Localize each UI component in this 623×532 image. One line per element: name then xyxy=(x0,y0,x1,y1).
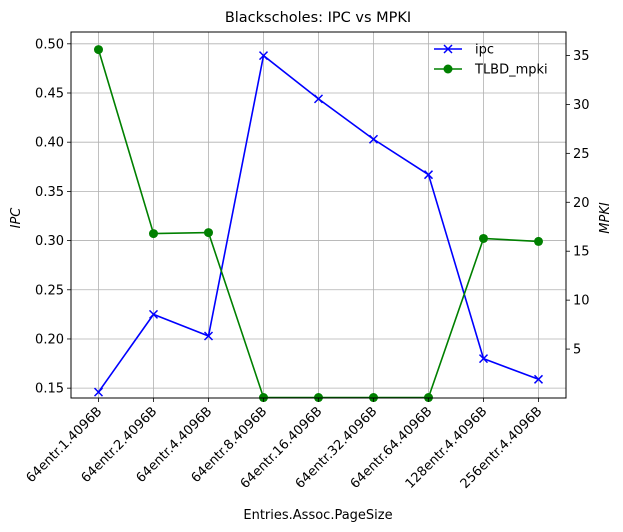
right-tick-label: 25 xyxy=(573,147,590,162)
left-tick-label: 0.30 xyxy=(35,234,64,249)
left-tick-label: 0.20 xyxy=(35,332,64,347)
marker-stroke xyxy=(258,51,269,61)
data-point-ipc xyxy=(258,51,269,61)
data-point-TLBD_mpki xyxy=(479,233,488,243)
left-tick-label: 0.25 xyxy=(35,283,64,298)
right-tick-label: 15 xyxy=(573,245,590,260)
data-point-ipc xyxy=(313,94,324,104)
marker-stroke xyxy=(533,374,544,384)
legend-tlbd-marker xyxy=(443,64,453,74)
left-tick-label: 0.50 xyxy=(35,37,64,52)
data-point-ipc xyxy=(478,354,489,364)
legend-ipc-label: ipc xyxy=(475,43,494,58)
right-tick-label: 30 xyxy=(573,98,590,113)
legend: ipc TLBD_mpki xyxy=(434,43,548,78)
right-tick-label: 20 xyxy=(573,196,590,211)
right-tick-label: 5 xyxy=(573,343,581,358)
right-axis-ticks: 5 10 15 20 25 30 35 xyxy=(566,49,590,358)
left-axis-label: IPC xyxy=(9,207,24,229)
marker-stroke xyxy=(313,94,324,104)
data-point-ipc xyxy=(423,170,434,180)
data-point-TLBD_mpki xyxy=(534,236,543,246)
data-point-ipc xyxy=(368,134,379,144)
left-tick-label: 0.40 xyxy=(35,136,64,151)
data-point-TLBD_mpki xyxy=(94,45,103,55)
legend-ipc-marker xyxy=(443,44,453,54)
marker-stroke xyxy=(203,331,214,341)
data-point-ipc xyxy=(93,387,104,397)
right-tick-label: 35 xyxy=(573,49,590,64)
right-axis-label: MPKI xyxy=(598,202,613,234)
left-axis-ticks: 0.15 0.20 0.25 0.30 0.35 0.40 0.45 0.50 xyxy=(35,37,71,397)
data-point-ipc xyxy=(533,374,544,384)
left-tick-label: 0.35 xyxy=(35,185,64,200)
left-tick-label: 0.15 xyxy=(35,382,64,397)
left-tick-label: 0.45 xyxy=(35,87,64,102)
marker-stroke xyxy=(423,170,434,180)
marker-stroke xyxy=(478,354,489,364)
chart-title: Blackscholes: IPC vs MPKI xyxy=(225,10,411,26)
marker-stroke xyxy=(93,387,104,397)
x-axis-label: Entries.Assoc.PageSize xyxy=(243,508,392,523)
marker-stroke xyxy=(368,134,379,144)
data-point-TLBD_mpki xyxy=(204,228,213,238)
data-point-ipc xyxy=(203,331,214,341)
right-tick-label: 10 xyxy=(573,294,590,309)
data-point-TLBD_mpki xyxy=(149,229,158,239)
marker-stroke xyxy=(148,309,159,319)
data-point-ipc xyxy=(148,309,159,319)
legend-tlbd-label: TLBD_mpki xyxy=(474,63,548,78)
